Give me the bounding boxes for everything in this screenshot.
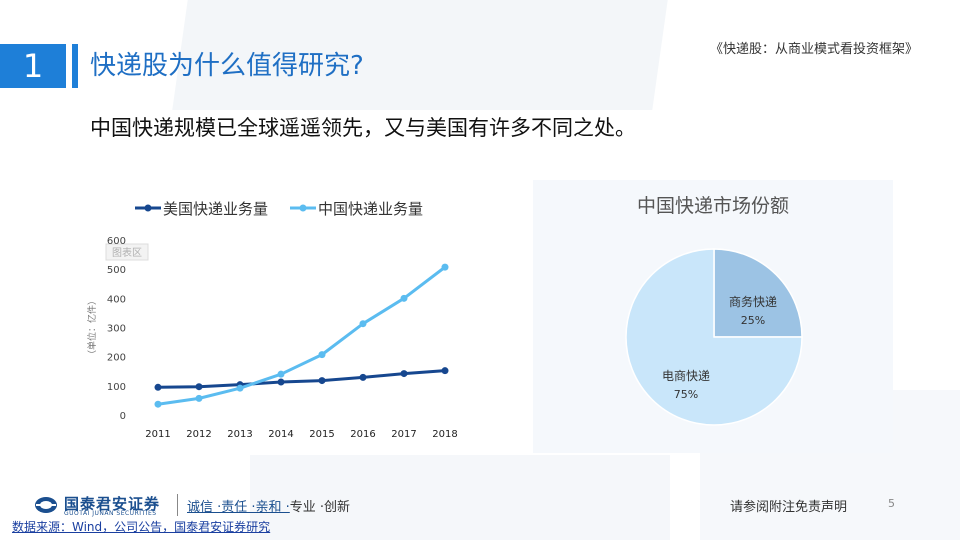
- pie-slice-label: 商务快递: [729, 294, 777, 309]
- series-line: [157, 265, 446, 406]
- background-shape: [250, 455, 670, 540]
- footer-divider: [177, 494, 178, 516]
- y-tick-label: 600: [107, 236, 126, 247]
- x-tick-label: 2013: [227, 429, 252, 440]
- data-point: [441, 367, 449, 375]
- pie-slice-label: 电商快递: [662, 368, 710, 383]
- section-number: 1: [0, 44, 66, 88]
- pie-title: 中国快递市场份额: [637, 195, 789, 217]
- x-tick-label: 2011: [145, 429, 170, 440]
- page-title: 快递股为什么值得研究?: [90, 51, 364, 81]
- footer-motto-rest: 专业 ·创新: [289, 500, 351, 515]
- data-point: [277, 378, 285, 386]
- legend-marker: [144, 204, 152, 212]
- legend-item: 美国快递业务量: [135, 200, 268, 218]
- x-tick-label: 2014: [268, 429, 293, 440]
- disclaimer-text: 请参阅附注免责声明: [730, 500, 848, 515]
- line-chart-card: 美国快递业务量 中国快递业务量图表区 0 100 200 300 400 500 600 （单位：…: [73, 184, 478, 452]
- y-tick-label: 500: [107, 265, 126, 276]
- legend-label: 美国快递业务量: [163, 200, 268, 218]
- pie-slice-value: 25%: [741, 314, 765, 327]
- x-tick-label: 2015: [309, 429, 334, 440]
- data-point: [195, 394, 203, 402]
- y-tick-label: 100: [107, 382, 126, 393]
- data-point: [359, 320, 367, 328]
- pie-slice-value: 75%: [674, 388, 698, 401]
- data-point: [154, 400, 162, 408]
- y-tick-label: 400: [107, 294, 126, 305]
- y-axis-label: （单位：亿件）: [86, 296, 98, 359]
- legend-item: 中国快递业务量: [290, 200, 423, 218]
- data-point: [318, 351, 326, 359]
- chart-area-tag: [105, 243, 149, 261]
- footer-motto-highlight: 诚信 ·责任 ·亲和 ·: [187, 500, 290, 515]
- data-point: [359, 373, 367, 381]
- data-source-link[interactable]: 数据来源：Wind，公司公告，国泰君安证券研究: [12, 520, 271, 534]
- data-point: [154, 383, 162, 391]
- pie-slice: [625, 248, 803, 426]
- data-point: [400, 370, 408, 378]
- x-tick-label: 2016: [350, 429, 375, 440]
- y-tick-label: 200: [107, 353, 126, 364]
- pie-slice: [713, 248, 803, 338]
- data-point: [441, 263, 449, 271]
- chart-area-tag-label: 图表区: [112, 246, 142, 259]
- legend-marker: [299, 204, 307, 212]
- y-tick-label: 0: [120, 411, 126, 422]
- data-point: [236, 384, 244, 392]
- footer-brand-english: GUOTAI JUNAN SECURITIES: [64, 510, 157, 517]
- series-line: [157, 369, 446, 389]
- x-tick-label: 2012: [186, 429, 211, 440]
- footer-brand: 国泰君安证券: [64, 495, 161, 513]
- footer-motto: 诚信 ·责任 ·亲和 ·专业 ·创新: [187, 496, 350, 515]
- y-tick-label: 300: [107, 324, 126, 335]
- data-point: [195, 383, 203, 391]
- page-number: 5: [888, 497, 895, 510]
- legend-label: 中国快递业务量: [318, 200, 423, 218]
- data-point: [318, 377, 326, 385]
- section-divider: [72, 44, 78, 88]
- slide-subtitle: 中国快递规模已全球遥遥领先，又与美国有许多不同之处。: [90, 116, 636, 140]
- x-tick-label: 2018: [432, 429, 457, 440]
- data-point: [400, 294, 408, 302]
- company-logo-icon: [35, 497, 57, 513]
- x-tick-label: 2017: [391, 429, 416, 440]
- pie-chart-card: 中国快递市场份额商务快递 25% 电商快递 75%: [533, 180, 893, 453]
- data-point: [277, 370, 285, 378]
- report-reference: 《快递股：从商业模式看投资框架》: [709, 42, 918, 57]
